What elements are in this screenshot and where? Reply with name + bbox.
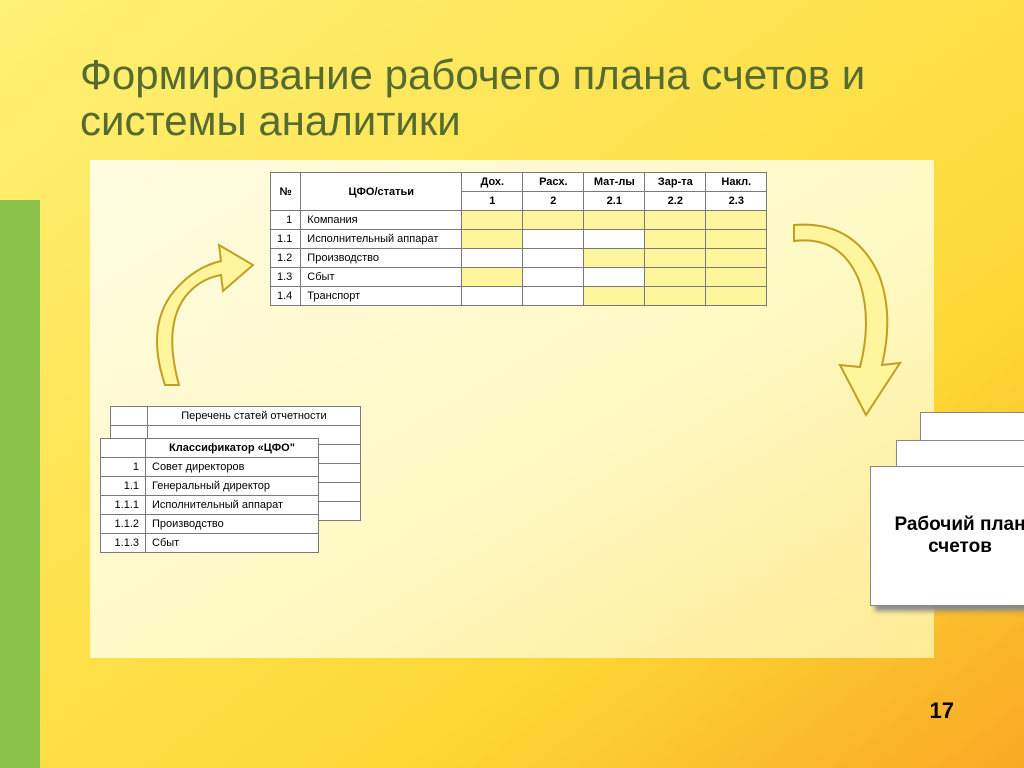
table-row: 1.1Исполнительный аппарат (271, 230, 767, 249)
cell (462, 249, 523, 268)
row-name: Генеральный директор (146, 477, 319, 496)
table-row: 1.2Производство (271, 249, 767, 268)
cell (523, 268, 584, 287)
row-name: Исполнительный аппарат (146, 496, 319, 515)
cell (706, 230, 767, 249)
page-number: 17 (930, 698, 954, 724)
cell (523, 249, 584, 268)
cell (706, 268, 767, 287)
row-name: Компания (301, 211, 462, 230)
row-no: 1.1.1 (101, 496, 146, 515)
table-row: 1.1Генеральный директор (101, 477, 319, 496)
table-row: 1Совет директоров (101, 458, 319, 477)
row-no: 1.1.2 (101, 515, 146, 534)
col-subheader: 2.1 (584, 192, 645, 211)
col-header: Зар-та (645, 173, 706, 192)
table-row: 1.1.2Производство (101, 515, 319, 534)
col-subheader: 2 (523, 192, 584, 211)
left-accent-bar (0, 200, 40, 768)
cell (706, 249, 767, 268)
row-no: 1 (271, 211, 301, 230)
slide-title: Формирование рабочего плана счетов и сис… (80, 52, 1024, 144)
back-header: Перечень статей отчетности (148, 407, 361, 426)
table-row: 1Компания (271, 211, 767, 230)
cell (462, 268, 523, 287)
row-name: Сбыт (301, 268, 462, 287)
cell (584, 249, 645, 268)
cell (645, 287, 706, 306)
cell (706, 211, 767, 230)
classifier-stack: Перечень статей отчетности Классификатор… (110, 406, 361, 521)
col-header: Накл. (706, 173, 767, 192)
cell (584, 268, 645, 287)
cell (645, 230, 706, 249)
slide: Формирование рабочего плана счетов и сис… (0, 0, 1024, 768)
main-table: №ЦФО/статьиДох.Расх.Мат-лыЗар-таНакл.122… (270, 172, 767, 306)
table-row: 1.4Транспорт (271, 287, 767, 306)
row-no: 1.2 (271, 249, 301, 268)
row-name: Производство (146, 515, 319, 534)
row-name: Производство (301, 249, 462, 268)
table-row: 1.1.1Исполнительный аппарат (101, 496, 319, 515)
arrow-right-icon (784, 205, 904, 435)
col-name: ЦФО/статьи (301, 173, 462, 211)
cell (523, 287, 584, 306)
arrow-left-icon (135, 235, 255, 395)
col-subheader: 2.3 (706, 192, 767, 211)
cell (462, 230, 523, 249)
row-name: Совет директоров (146, 458, 319, 477)
front-header: Классификатор «ЦФО" (146, 439, 319, 458)
table-row: 1.1.3Сбыт (101, 534, 319, 553)
row-name: Транспорт (301, 287, 462, 306)
cell (523, 230, 584, 249)
row-no: 1.1 (271, 230, 301, 249)
col-subheader: 1 (462, 192, 523, 211)
cell (645, 211, 706, 230)
cell (523, 211, 584, 230)
row-no: 1 (101, 458, 146, 477)
cell (645, 249, 706, 268)
cell (462, 287, 523, 306)
row-name: Сбыт (146, 534, 319, 553)
table-row: 1.3Сбыт (271, 268, 767, 287)
cfo-classifier-table: Классификатор «ЦФО"1Совет директоров1.1Г… (100, 438, 319, 553)
cell (584, 211, 645, 230)
col-header: Расх. (523, 173, 584, 192)
cell (706, 287, 767, 306)
cell (645, 268, 706, 287)
card-front: Рабочий план счетов (870, 466, 1024, 606)
col-header: Дох. (462, 173, 523, 192)
row-name: Исполнительный аппарат (301, 230, 462, 249)
cell (462, 211, 523, 230)
cell (584, 287, 645, 306)
cell (584, 230, 645, 249)
col-no: № (271, 173, 301, 211)
row-no: 1.3 (271, 268, 301, 287)
row-no: 1.4 (271, 287, 301, 306)
row-no: 1.1.3 (101, 534, 146, 553)
row-no: 1.1 (101, 477, 146, 496)
col-header: Мат-лы (584, 173, 645, 192)
col-subheader: 2.2 (645, 192, 706, 211)
